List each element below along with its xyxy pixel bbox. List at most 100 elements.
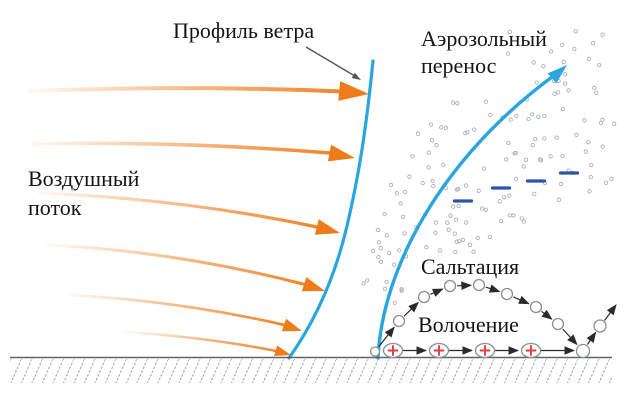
- air-flow-label-line2: поток: [28, 195, 82, 220]
- aerosol-particle: [376, 254, 381, 260]
- aerosol-particle: [465, 129, 470, 135]
- aerosol-particle: [506, 140, 511, 146]
- aerosol-particle: [392, 262, 397, 267]
- wind-profile-curve: [287, 59, 375, 360]
- aerosol-particle: [505, 51, 511, 56]
- aerosol-particle: [467, 242, 473, 247]
- saltation-arrow: [378, 326, 395, 348]
- aerosol-particle: [597, 62, 602, 68]
- aerosol-particle: [441, 162, 446, 167]
- aerosol-particle: [464, 220, 469, 225]
- aerosol-particle: [531, 60, 536, 65]
- aerosol-particle: [526, 116, 531, 122]
- aerosol-particle: [410, 154, 415, 159]
- ground-hatching: [10, 359, 612, 383]
- aerosol-particle: [521, 219, 527, 224]
- aerosol-particle: [600, 32, 605, 37]
- annotation-arrow-line: [305, 46, 355, 77]
- aerosol-particle: [415, 131, 421, 136]
- aerosol-particle: [530, 142, 535, 148]
- aerosol-particle: [429, 138, 435, 143]
- aerosol-particle: [398, 201, 403, 206]
- aerosol-particle: [536, 114, 541, 119]
- wind-profile-label: Профиль ветра: [173, 18, 314, 43]
- aerosol-particle: [498, 218, 504, 224]
- saltating-grain: [500, 287, 514, 301]
- aerosol-particle: [611, 121, 617, 126]
- aerosol-particle: [552, 91, 557, 97]
- aerosol-particle: [560, 42, 565, 48]
- aerosol-particle: [407, 174, 412, 179]
- aerosol-particle: [428, 122, 434, 127]
- aerosol-particle: [392, 300, 397, 305]
- aerosol-particle: [592, 85, 597, 91]
- aerosol-particle: [542, 113, 547, 119]
- aerosol-particle: [431, 183, 436, 189]
- aerosol-particle: [439, 125, 444, 130]
- aerosol-particle: [475, 235, 480, 241]
- aerosol-particle: [542, 136, 547, 141]
- aerosol-particle: [402, 189, 407, 195]
- aerosol-arrow-shaft: [376, 75, 554, 360]
- aerosol-particle: [504, 157, 509, 162]
- saltating-grain: [443, 279, 457, 293]
- aerosol-particle: [534, 80, 539, 85]
- aerosol-particle: [437, 248, 443, 253]
- aerosol-particle: [450, 100, 456, 105]
- aerosol-particle: [556, 197, 562, 202]
- aerosol-particle: [603, 180, 609, 185]
- aerosol-particle: [455, 101, 460, 106]
- wind-arrowhead-icon: [301, 277, 325, 292]
- aerosol-particle: [563, 72, 568, 77]
- wind-arrow: [28, 86, 343, 94]
- aerosol-particle: [464, 183, 469, 188]
- aerosol-particle: [434, 143, 439, 148]
- saltating-grain: [369, 346, 381, 357]
- saltation-arrow: [430, 288, 444, 297]
- annotation-arrowhead-icon: [351, 72, 361, 80]
- aerosol-particle: [361, 281, 366, 286]
- aerosol-particle: [483, 207, 488, 212]
- aerosol-particle: [456, 203, 461, 209]
- aerosol-particle: [445, 220, 450, 225]
- aerosol-particle: [443, 125, 449, 131]
- creep-label: Волочение: [418, 312, 519, 337]
- saltating-grain: [551, 317, 565, 331]
- saltation-arrow: [485, 284, 501, 293]
- aerosol-particle: [401, 214, 406, 219]
- aerosol-particle: [598, 120, 604, 126]
- aerosol-particle: [479, 206, 485, 211]
- aerosol-particle: [572, 46, 577, 52]
- aerosol-particle: [588, 174, 593, 180]
- aerosol-particle: [554, 135, 559, 140]
- aerosol-particle: [512, 151, 517, 156]
- aerosol-transport-label-line1: Аэрозольный: [421, 26, 547, 51]
- aerosol-particle: [384, 279, 389, 285]
- aerosol-particle: [497, 199, 502, 204]
- wind-arrow: [31, 141, 332, 155]
- labels: Профиль ветра Аэрозольный перенос Воздуш…: [28, 18, 547, 337]
- negative-charges: [452, 171, 580, 203]
- ground: [10, 356, 612, 383]
- wind-arrowhead-icon: [314, 219, 340, 235]
- wind-arrow: [123, 330, 278, 353]
- aerosol-particle: [594, 90, 599, 95]
- saltation-arrow: [403, 301, 419, 317]
- motion-arrow: [604, 304, 617, 321]
- aerosol-particle: [590, 41, 596, 46]
- aerosol-particle: [376, 240, 382, 245]
- aerosol-particle: [587, 189, 592, 194]
- aerosol-particle: [471, 249, 476, 254]
- wind-arrowhead-icon: [281, 318, 302, 332]
- aerosol-particle: [548, 49, 554, 54]
- aerosol-particle: [460, 237, 466, 242]
- aerosol-particle: [399, 288, 404, 293]
- saltating-grain: [575, 343, 591, 359]
- aerosol-particle: [370, 248, 376, 254]
- wind-arrow: [46, 243, 307, 286]
- aerosol-particle: [529, 112, 535, 117]
- aerosol-particle: [394, 191, 400, 196]
- positive-charge-icon: [382, 342, 404, 359]
- aerosol-particle: [402, 231, 407, 236]
